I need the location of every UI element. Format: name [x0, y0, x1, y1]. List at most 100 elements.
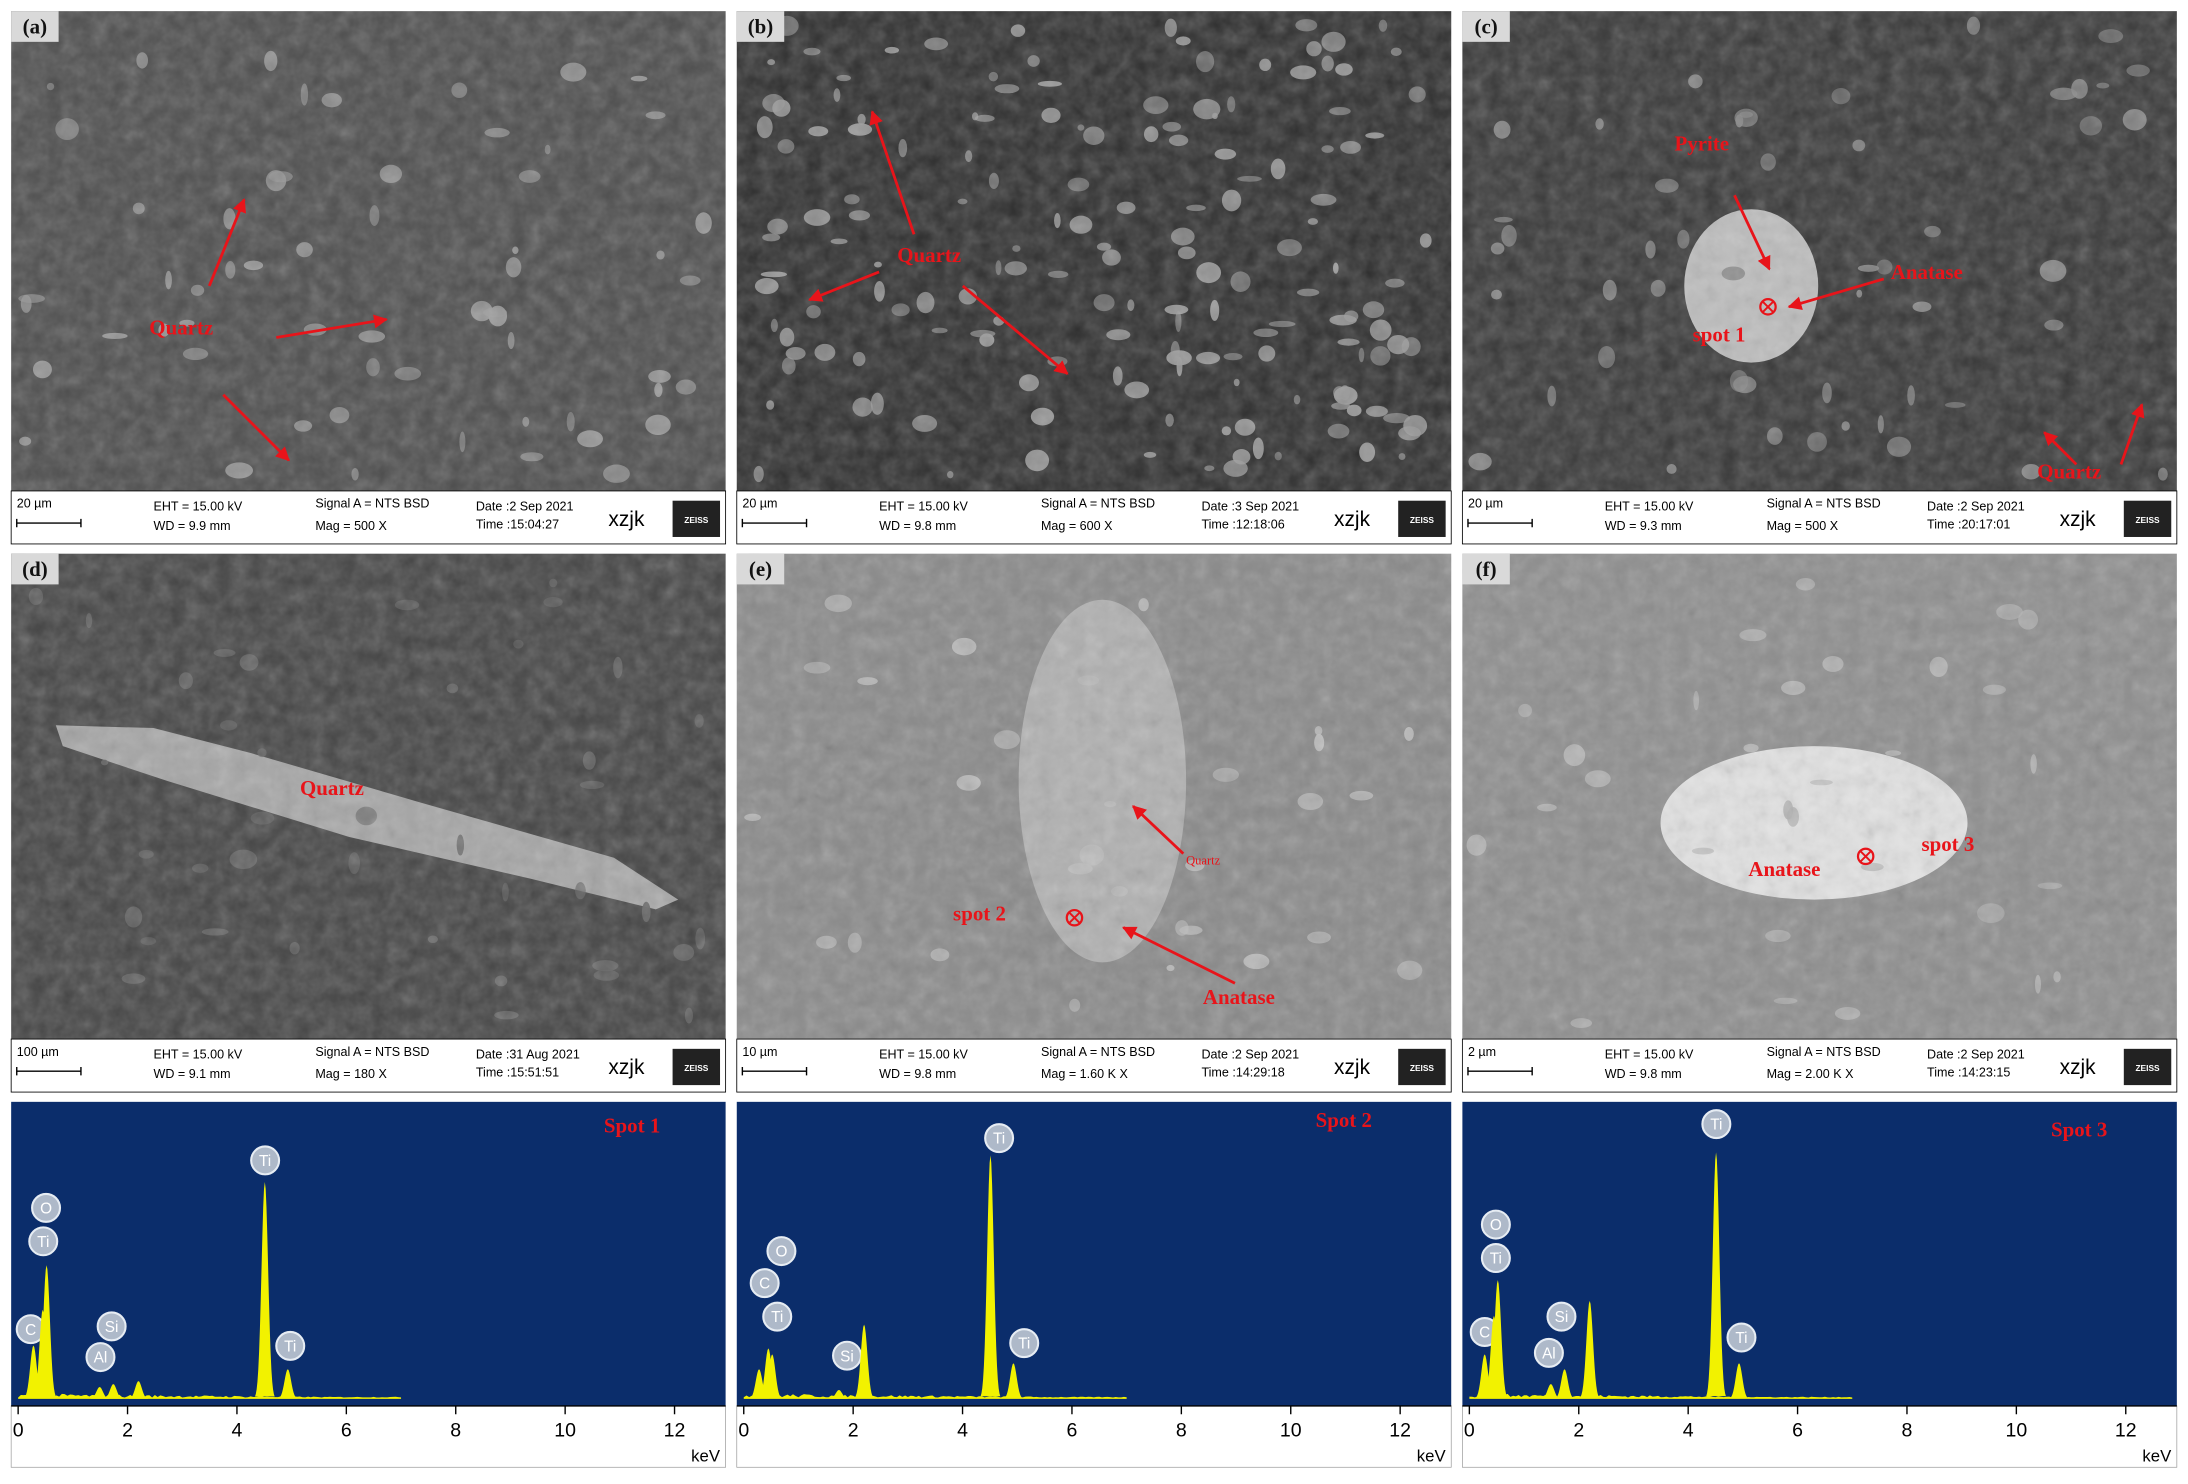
info-signal: Signal A = NTS BSD — [315, 497, 429, 511]
logo: ZEISS — [684, 515, 709, 525]
x-tick-label: 6 — [1067, 1420, 1078, 1442]
x-axis-label: keV — [2142, 1447, 2172, 1466]
sem-panel: (e) Quartz spot 2 Anatase 10 µm EHT = 15.00 k… — [736, 553, 1452, 1093]
x-tick-label: 8 — [1176, 1420, 1187, 1442]
annotation: Pyrite — [1674, 132, 1729, 156]
peak-label: Ti — [37, 1234, 49, 1251]
logo: ZEISS — [2135, 1063, 2160, 1073]
spot-marker — [1759, 298, 1777, 316]
info-eht: EHT = 15.00 kV — [879, 499, 968, 513]
scale-label: 20 µm — [1468, 497, 1503, 511]
arrow — [2119, 403, 2145, 465]
peak — [254, 1182, 275, 1397]
texture — [1462, 553, 2177, 1040]
x-tick-label: 12 — [2115, 1420, 2137, 1442]
x-tick-label: 12 — [664, 1420, 686, 1442]
label-box — [1462, 11, 1510, 42]
peak — [1541, 1384, 1561, 1399]
scale-label: 20 µm — [742, 497, 777, 511]
sem-panel: (c) Pyrite Anatase spot 1 Quartz 20 µm EHT = 1… — [1461, 11, 2178, 545]
peak-bubble — [984, 1123, 1015, 1154]
info-wd: WD = 9.8 mm — [879, 1067, 956, 1081]
sem-panel: (b) Quartz 20 µm EHT = 15.00 kV WD = 9.8 mm S… — [736, 11, 1452, 545]
arrow — [222, 393, 290, 462]
info-wd: WD = 9.3 mm — [1605, 519, 1682, 533]
info-signal: Signal A = NTS BSD — [315, 1045, 429, 1059]
peak-bubble — [749, 1268, 780, 1299]
info-mag: Mag = 1.60 K X — [1041, 1067, 1128, 1081]
x-tick-label: 10 — [1280, 1420, 1302, 1442]
info-signal: Signal A = NTS BSD — [1767, 497, 1881, 511]
x-tick-label: 0 — [1464, 1420, 1475, 1442]
info-signal: Signal A = NTS BSD — [1767, 1045, 1881, 1059]
arrow — [961, 284, 1069, 375]
arrow — [1122, 926, 1236, 985]
info-date: Date :2 Sep 2021 — [1927, 1048, 2025, 1062]
info-mag: Mag = 500 X — [315, 519, 387, 533]
info-date: Date :2 Sep 2021 — [1927, 499, 2025, 513]
annotation: Anatase — [1748, 857, 1820, 881]
peak — [854, 1324, 874, 1399]
info-date: Date :3 Sep 2021 — [1201, 499, 1299, 513]
logo-box — [1398, 500, 1446, 537]
x-tick-label: 0 — [738, 1420, 749, 1442]
peak-bubble — [1480, 1209, 1511, 1240]
x-tick-label: 4 — [957, 1420, 968, 1442]
info-eht: EHT = 15.00 kV — [1605, 1048, 1694, 1062]
peak — [829, 1390, 849, 1399]
peak — [1706, 1152, 1726, 1397]
logo-box — [2123, 500, 2172, 537]
label-box — [1462, 553, 1510, 585]
x-tick-label: 0 — [13, 1420, 24, 1442]
panel-label: (f) — [1476, 557, 1497, 581]
annotation: spot 2 — [953, 902, 1006, 926]
arrow — [2043, 431, 2078, 466]
peak — [1487, 1280, 1508, 1398]
eds-spectrum: C Ti O Al Si Ti Ti 0 2 4 6 8 10 12 keV Spot 3 — [1462, 1101, 2178, 1468]
scale-label: 20 µm — [17, 497, 52, 511]
annotation: Anatase — [1203, 985, 1275, 1009]
peak-label: Ti — [1735, 1330, 1747, 1347]
eds-spectrum: C Ti O Al Si Ti Ti 0 2 4 6 8 10 12 keV Spot 1 — [10, 1101, 726, 1468]
spot-title: Spot 1 — [604, 1114, 660, 1138]
arrow — [208, 198, 246, 287]
spot-marker-cross — [1761, 300, 1775, 314]
peak-bubble — [1480, 1243, 1511, 1274]
scale-label: 2 µm — [1468, 1045, 1496, 1059]
operator: xzjk — [608, 1056, 645, 1079]
x-tick-label: 8 — [1902, 1420, 1913, 1442]
scale-bar — [16, 1066, 82, 1076]
peak-bubble — [275, 1330, 306, 1361]
x-tick-label: 4 — [232, 1420, 243, 1442]
peak — [277, 1369, 298, 1399]
x-tick-label: 6 — [341, 1420, 352, 1442]
peak-bubble — [250, 1145, 281, 1176]
annotation: Anatase — [1891, 260, 1963, 284]
scale-label: 10 µm — [742, 1045, 777, 1059]
peak-label: Si — [105, 1319, 119, 1336]
peak-label: Ti — [1490, 1251, 1502, 1268]
annotation: Quartz — [300, 776, 364, 800]
info-mag: Mag = 500 X — [1767, 519, 1839, 533]
operator: xzjk — [1334, 1056, 1371, 1079]
logo: ZEISS — [1410, 1063, 1435, 1073]
peak — [89, 1387, 110, 1399]
peak — [36, 1265, 57, 1398]
peak — [1729, 1363, 1749, 1399]
sem-panel: (d) Quartz 100 µm EHT = 15.00 kV WD = 9.1 mm… — [10, 553, 727, 1093]
info-mag: Mag = 600 X — [1041, 519, 1113, 533]
operator: xzjk — [608, 508, 645, 531]
scale-label: 100 µm — [17, 1045, 59, 1059]
x-axis-label: keV — [691, 1447, 721, 1466]
logo-box — [1398, 1048, 1446, 1086]
peak-label: C — [25, 1322, 36, 1339]
info-mag: Mag = 2.00 K X — [1767, 1067, 1854, 1081]
info-wd: WD = 9.8 mm — [1605, 1067, 1682, 1081]
sem-panel: (f) Anatase spot 3 2 µm EHT = 15.00 kV WD = 9… — [1461, 553, 2178, 1093]
x-tick-label: 10 — [2006, 1420, 2028, 1442]
peak-label: Al — [94, 1350, 108, 1367]
arrow — [869, 110, 916, 235]
info-signal: Signal A = NTS BSD — [1041, 497, 1155, 511]
peak-label: Ti — [284, 1339, 296, 1356]
